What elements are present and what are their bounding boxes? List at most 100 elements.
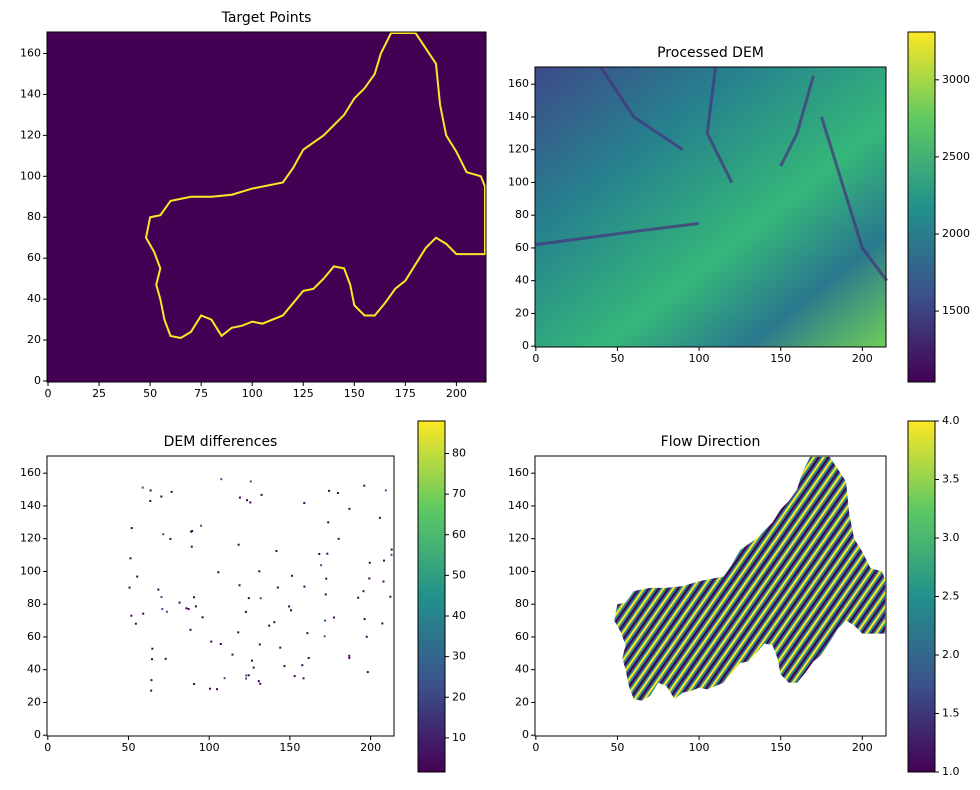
difference-pixel [252,666,255,669]
x-tick-label: 25 [92,387,106,400]
difference-pixel [259,597,262,600]
difference-pixel [268,624,271,627]
valley [820,116,889,282]
y-tick-label: 80 [27,210,41,223]
difference-pixel [187,608,190,611]
y-tick-label: 60 [515,241,529,254]
colorbar [907,31,936,383]
difference-pixel [220,478,223,481]
difference-pixel [273,621,276,624]
difference-pixel [348,507,351,510]
x-tick-label: 200 [852,352,873,365]
difference-pixel [337,537,340,540]
difference-pixel [327,521,330,524]
difference-pixel [326,552,329,555]
difference-pixel [257,680,260,683]
y-tick-label: 0 [34,374,41,387]
difference-pixel [390,548,393,551]
difference-pixel [210,640,213,643]
difference-pixel [245,674,248,677]
y-tick-label: 20 [515,695,529,708]
colorbar-tick-label: 10 [452,731,466,744]
y-tick-label: 140 [508,499,529,512]
x-tick-label: 125 [293,387,314,400]
y-tick-label: 0 [522,728,529,741]
difference-pixel [200,524,203,527]
difference-pixel [320,564,323,567]
y-tick-label: 20 [27,695,41,708]
x-tick-label: 150 [279,741,300,754]
difference-pixel [238,584,241,587]
x-tick-label: 0 [44,741,51,754]
colorbar-tick-label: 1500 [942,304,970,317]
colorbar-tick-label: 70 [452,487,466,500]
difference-pixel [382,580,385,583]
difference-pixel [136,575,139,578]
difference-pixel [142,612,145,615]
y-tick-label: 20 [27,333,41,346]
y-tick-label: 60 [515,630,529,643]
difference-pixel [348,654,351,657]
colorbar-tick-label: 20 [452,690,466,703]
difference-pixel [258,643,261,646]
axes-frame [534,455,887,737]
x-tick-label: 100 [689,741,710,754]
image-background [47,32,486,382]
difference-pixel [189,628,192,631]
colorbar [907,420,936,773]
difference-pixel [390,553,393,556]
difference-pixel [151,658,154,661]
x-tick-label: 200 [360,741,381,754]
difference-pixel [247,674,250,677]
difference-pixel [128,586,131,589]
y-tick-label: 40 [515,663,529,676]
difference-pixel [164,657,167,660]
x-tick-label: 0 [45,387,52,400]
y-tick-label: 140 [508,110,529,123]
y-tick-label: 100 [20,564,41,577]
difference-pixel [306,632,309,635]
difference-pixel [201,616,204,619]
colorbar-tick-label: 3.0 [942,531,960,544]
difference-pixel [325,577,328,580]
y-tick-label: 120 [20,532,41,545]
difference-pixel [368,577,371,580]
difference-pixel [178,601,181,604]
difference-pixel [150,679,153,682]
x-tick-label: 150 [770,741,791,754]
difference-pixel [157,588,160,591]
x-tick-label: 50 [610,352,624,365]
y-tick-label: 40 [515,274,529,287]
difference-pixel [217,571,220,574]
difference-pixel [238,496,241,499]
axes-frame [46,31,487,383]
difference-pixel [246,499,249,502]
x-tick-label: 200 [446,387,467,400]
difference-pixel [275,550,278,553]
y-tick-label: 160 [20,46,41,59]
x-tick-label: 0 [532,741,539,754]
difference-pixel [170,490,173,493]
difference-pixel [150,689,153,692]
y-tick-label: 80 [515,208,529,221]
difference-pixel [378,516,381,519]
y-tick-label: 120 [20,128,41,141]
difference-pixel [293,675,296,678]
difference-pixel [169,537,172,540]
difference-pixel [160,596,163,599]
y-tick-label: 100 [508,175,529,188]
difference-pixel [288,605,291,608]
x-tick-label: 50 [143,387,157,400]
difference-pixel [219,643,222,646]
valley [535,221,700,247]
difference-pixel [318,552,321,555]
difference-pixel [151,647,154,650]
x-tick-label: 200 [852,741,873,754]
colorbar-tick-label: 2.5 [942,590,960,603]
difference-pixel [193,596,196,599]
colorbar-tick-label: 1.5 [942,707,960,720]
y-tick-label: 160 [20,466,41,479]
colorbar-tick-label: 50 [452,568,466,581]
x-tick-label: 75 [194,387,208,400]
